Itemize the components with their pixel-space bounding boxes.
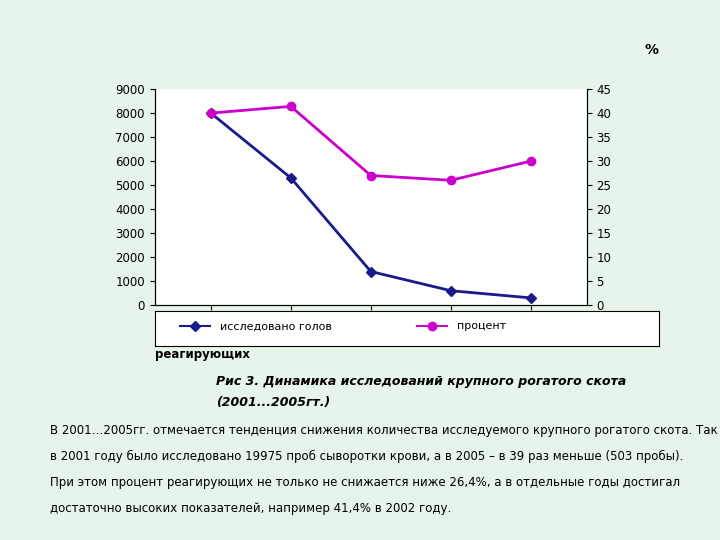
Text: реагирующих: реагирующих [155, 348, 250, 361]
Text: %: % [644, 43, 658, 57]
Text: Рис 3. Динамика исследований крупного рогатого скота: Рис 3. Динамика исследований крупного ро… [216, 375, 626, 388]
Text: достаточно высоких показателей, например 41,4% в 2002 году.: достаточно высоких показателей, например… [50, 502, 451, 515]
Text: процент: процент [457, 321, 506, 332]
Text: в 2001 году было исследовано 19975 проб сыворотки крови, а в 2005 – в 39 раз мен: в 2001 году было исследовано 19975 проб … [50, 450, 684, 463]
Text: исследовано голов: исследовано голов [220, 321, 332, 332]
Text: При этом процент реагирующих не только не снижается ниже 26,4%, а в отдельные го: При этом процент реагирующих не только н… [50, 476, 680, 489]
Text: В 2001…2005гг. отмечается тенденция снижения количества исследуемого крупного ро: В 2001…2005гг. отмечается тенденция сниж… [50, 424, 718, 437]
Text: (2001...2005гт.): (2001...2005гт.) [216, 396, 330, 409]
Text: год: год [600, 333, 625, 346]
